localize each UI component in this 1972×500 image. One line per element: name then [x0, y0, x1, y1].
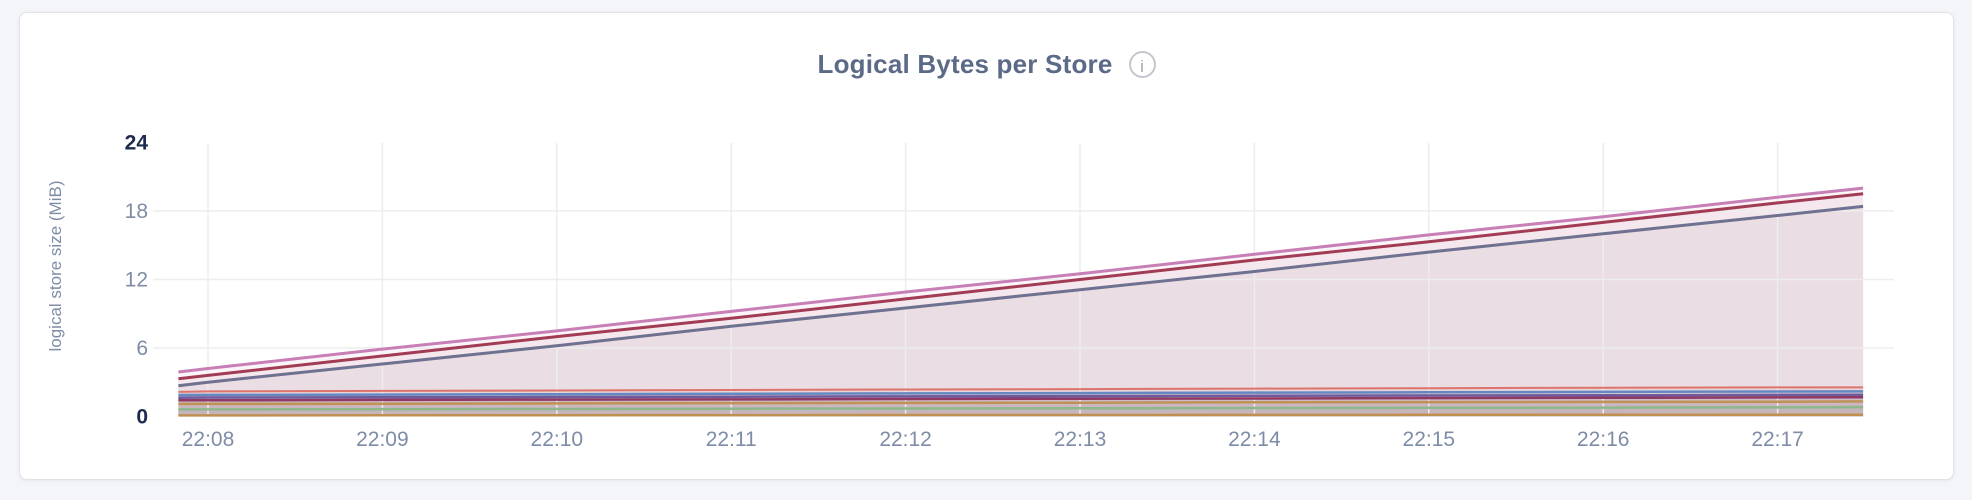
- x-tick-label: 22:17: [1751, 428, 1804, 451]
- x-tick-label: 22:13: [1054, 428, 1107, 451]
- y-tick-label: 6: [136, 337, 148, 360]
- x-tick-label: 22:15: [1403, 428, 1456, 451]
- x-tick-label: 22:08: [182, 428, 235, 451]
- line-store-maroon: [178, 396, 1864, 402]
- line-store-blue: [178, 390, 1864, 397]
- chart-title: Logical Bytes per Store: [817, 49, 1113, 79]
- line-store-green: [178, 405, 1864, 411]
- line-store-pink: [178, 186, 1864, 374]
- line-store-slate: [178, 204, 1864, 388]
- x-tick-label: 22:12: [879, 428, 932, 451]
- info-icon[interactable]: i: [1128, 51, 1156, 78]
- area-store-slate: [178, 206, 1864, 417]
- line-store-gold: [178, 400, 1864, 406]
- line-store-crimson: [178, 192, 1864, 381]
- x-tick-label: 22:16: [1577, 428, 1630, 451]
- x-tick-label: 22:09: [356, 428, 409, 451]
- logical-bytes-per-store-chart[interactable]: 0 6 12 18 24 22:08 22:09 22:10 22:11 22:12 22:13 22…: [20, 13, 1955, 481]
- y-tick-label: 0: [136, 406, 148, 429]
- line-store-purple: [178, 393, 1864, 399]
- line-store-salmon: [178, 386, 1864, 393]
- y-tick-label: 24: [125, 131, 149, 154]
- y-tick-label: 18: [125, 200, 148, 223]
- area-store-pink: [178, 188, 1864, 417]
- x-tick-label: 22:10: [531, 428, 584, 451]
- y-tick-label: 12: [125, 269, 148, 292]
- metric-chart-card: Logical Bytes per Store i logical store …: [19, 12, 1954, 480]
- line-store-tan: [178, 413, 1864, 417]
- x-tick-label: 22:14: [1228, 428, 1281, 451]
- chart-header: Logical Bytes per Store i: [20, 49, 1953, 80]
- x-tick-label: 22:11: [706, 428, 757, 451]
